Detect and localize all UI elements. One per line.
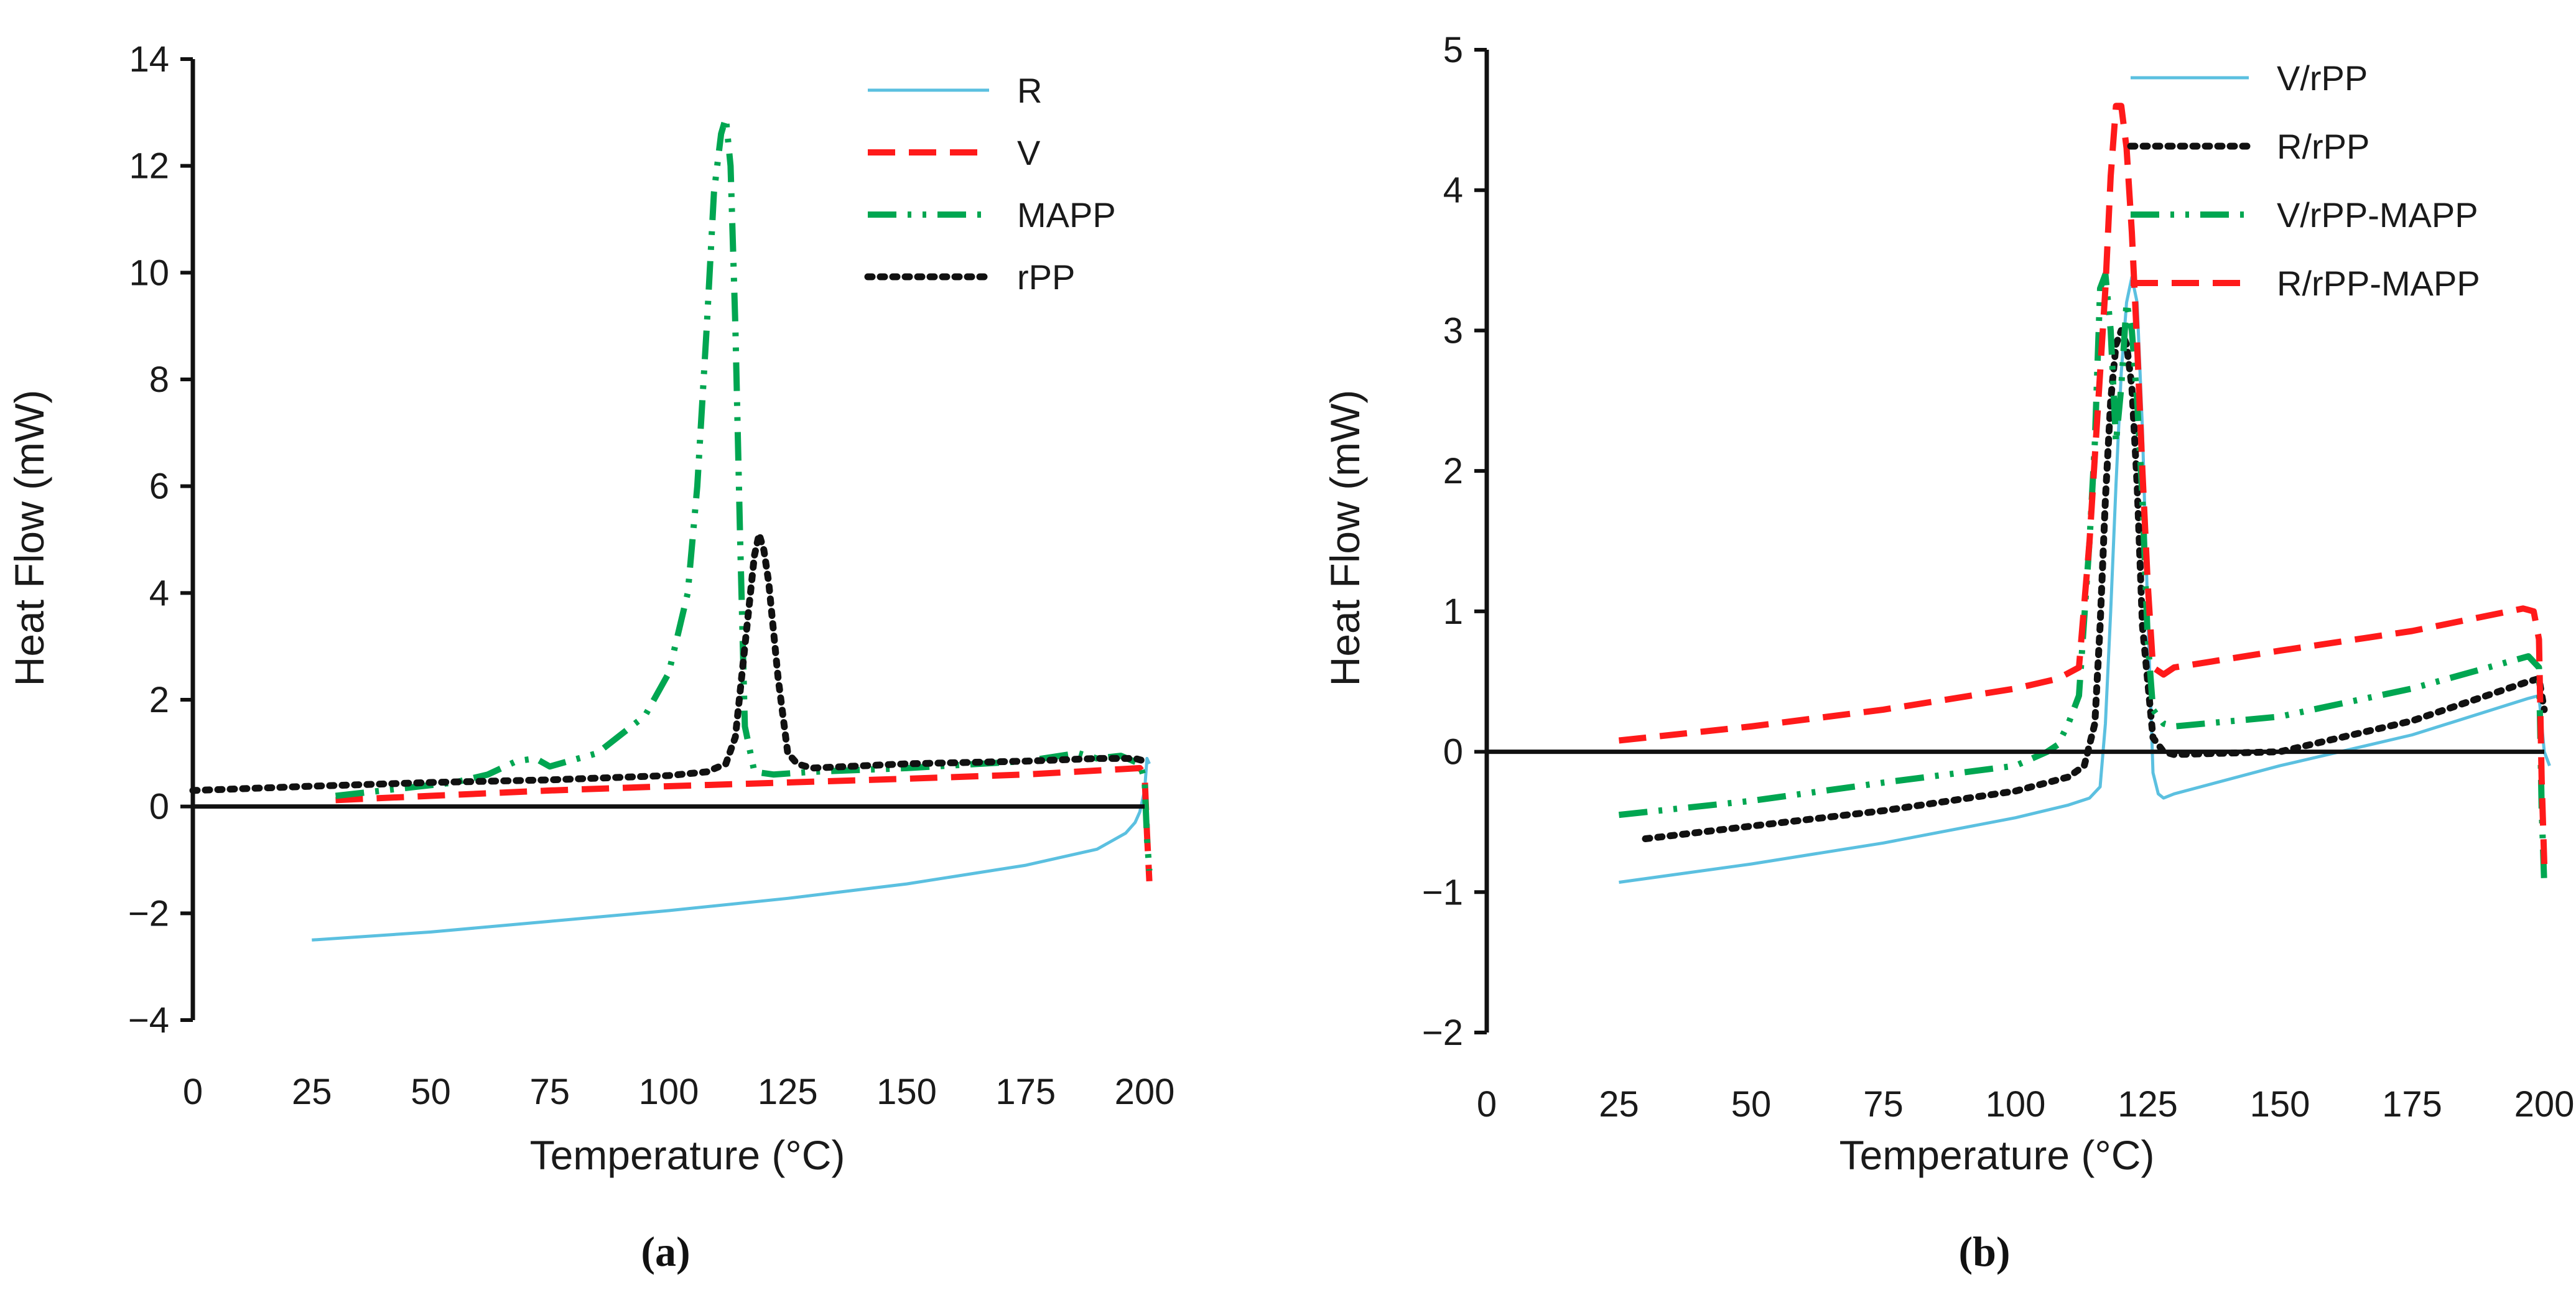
panel-a-y-tick-label: 4 bbox=[149, 573, 169, 613]
panel-b-legend-label: V/rPP-MAPP bbox=[2277, 195, 2478, 234]
panel-a-x-tick-label: 25 bbox=[292, 1072, 332, 1112]
panel-b-x-tick-label: 150 bbox=[2250, 1084, 2310, 1125]
panel-b-y-tick-label: 5 bbox=[1443, 30, 1463, 70]
panel-b-series-v-rpp-mapp bbox=[1618, 271, 2547, 886]
panel-b-y-tick-label: 4 bbox=[1443, 170, 1463, 211]
panel-a-x-tick-label: 200 bbox=[1115, 1072, 1175, 1112]
panel-b-y-tick-label: 3 bbox=[1443, 310, 1463, 351]
panel-a-x-tick-label: 0 bbox=[183, 1072, 203, 1112]
panel-a-y-tick-label: 2 bbox=[149, 680, 169, 720]
panel-b-x-tick-label: 25 bbox=[1599, 1084, 1639, 1125]
panel-a-y-tick-label: 14 bbox=[129, 39, 169, 80]
panel-a-label: (a) bbox=[641, 1228, 690, 1275]
panel-a-x-tick-label: 75 bbox=[529, 1072, 570, 1112]
panel-a-x-tick-label: 100 bbox=[639, 1072, 699, 1112]
panel-b-y-tick-label: −2 bbox=[1422, 1013, 1463, 1053]
panel-a-y-tick-label: 6 bbox=[149, 466, 169, 507]
panel-b-series-r-rpp-mapp bbox=[1618, 103, 2547, 865]
panel-a-legend-label: rPP bbox=[1017, 258, 1075, 297]
panel-b-y-tick-label: 0 bbox=[1443, 732, 1463, 773]
panel-a-y-axis-title: Heat Flow (mW) bbox=[6, 390, 52, 687]
panel-b-x-tick-label: 200 bbox=[2514, 1084, 2575, 1125]
panel-b-x-tick-label: 175 bbox=[2382, 1084, 2442, 1125]
panel-a-y-tick-label: −4 bbox=[128, 1000, 169, 1041]
panel-b-label: (b) bbox=[1958, 1228, 2010, 1275]
panel-b-series-v-rpp bbox=[1619, 276, 2551, 884]
panel-b-x-tick-label: 0 bbox=[1477, 1084, 1497, 1125]
panel-a-legend: RV MAPP rPP bbox=[864, 71, 1116, 297]
panel-a-legend-label: R bbox=[1017, 71, 1042, 110]
panel-a-legend-label: MAPP bbox=[1017, 195, 1116, 234]
panel-a: −4 −2 0 2 4 6 8 10 12 14 0 25 50 75 100 125 150 175 200 RVM… bbox=[6, 39, 1174, 1275]
panel-a-x-tick-label: 50 bbox=[411, 1072, 451, 1112]
panel-a-y-tick-label: 8 bbox=[149, 360, 169, 400]
panel-b-y-tick-label: 1 bbox=[1443, 592, 1463, 632]
panel-b-y-tick-label: −1 bbox=[1422, 872, 1463, 912]
panel-b-x-tick-label: 75 bbox=[1863, 1084, 1904, 1125]
panel-b-legend-label: V/rPP bbox=[2277, 58, 2368, 98]
panel-a-x-tick-label: 125 bbox=[758, 1072, 818, 1112]
panel-b-x-tick-label: 50 bbox=[1731, 1084, 1772, 1125]
panel-b-y-axis-title: Heat Flow (mW) bbox=[1322, 390, 1368, 687]
panel-a-series-rpp bbox=[189, 531, 1148, 794]
panel-a-x-axis-title: Temperature (°C) bbox=[530, 1132, 845, 1178]
panel-a-legend-label: V bbox=[1017, 133, 1041, 172]
panel-a-x-tick-label: 175 bbox=[995, 1072, 1056, 1112]
panel-b-legend-label: R/rPP bbox=[2277, 127, 2369, 166]
panel-a-x-tick-label: 150 bbox=[876, 1072, 937, 1112]
panel-b-legend-label: R/rPP-MAPP bbox=[2277, 264, 2480, 303]
panel-b-x-axis-title: Temperature (°C) bbox=[1839, 1132, 2155, 1178]
panel-b-y-tick-label: 2 bbox=[1443, 451, 1463, 491]
panel-b-x-tick-label: 125 bbox=[2118, 1084, 2178, 1125]
panel-a-series-v bbox=[335, 764, 1153, 882]
panel-a-y-tick-label: −2 bbox=[128, 893, 169, 934]
panel-a-y-tick-label: 0 bbox=[149, 787, 169, 827]
panel-a-y-tick-label: 12 bbox=[129, 146, 169, 187]
panel-b-legend: V/rPP R/rPP V/rPP-MAPP R/rPP-MAPP bbox=[2127, 58, 2480, 303]
panel-b-x-tick-label: 100 bbox=[1986, 1084, 2046, 1125]
panel-a-y-tick-label: 10 bbox=[129, 253, 169, 293]
panel-a-axes: −4 −2 0 2 4 6 8 10 12 14 0 25 50 75 100 125 150 175 200 RVM… bbox=[128, 39, 1175, 1112]
